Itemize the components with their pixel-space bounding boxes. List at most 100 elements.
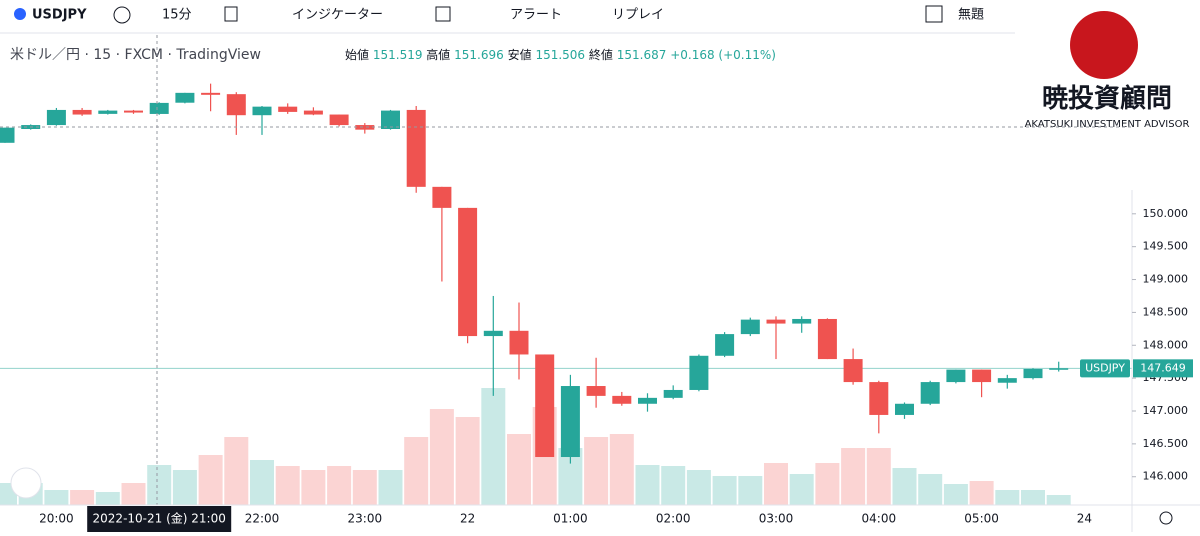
candle-body bbox=[0, 127, 15, 143]
legend-label: 高値 bbox=[426, 47, 450, 62]
volume-bar bbox=[892, 468, 917, 505]
volume-bar bbox=[198, 455, 223, 505]
indicators[interactable]: インジケーター bbox=[292, 8, 383, 23]
candle-body bbox=[46, 109, 66, 126]
candle-body bbox=[98, 110, 118, 114]
legend-label: 終値 bbox=[589, 47, 613, 62]
last-price-name-box bbox=[1080, 359, 1130, 378]
volume-bar bbox=[172, 470, 197, 505]
layout-name[interactable]: 無題 bbox=[958, 8, 984, 23]
candle-body bbox=[458, 207, 478, 337]
candle-body bbox=[663, 389, 683, 398]
volume-bar bbox=[147, 465, 172, 505]
settings-icon[interactable] bbox=[1159, 511, 1173, 525]
add-icon[interactable] bbox=[113, 6, 131, 24]
volume-bar bbox=[866, 448, 891, 505]
plot bbox=[0, 83, 1132, 505]
x-tick-label: 05:00 bbox=[964, 512, 999, 526]
candle-body bbox=[586, 386, 606, 396]
save-icon[interactable] bbox=[925, 5, 943, 23]
x-tick-label: 20:00 bbox=[39, 512, 74, 526]
volume-bar bbox=[378, 470, 403, 505]
candle-body bbox=[72, 109, 92, 115]
candle-body bbox=[843, 359, 863, 383]
y-tick-label: 149.000 bbox=[1143, 273, 1189, 286]
toolbar: USDJPY 15分 インジケーター アラート リプレイ 無題 bbox=[0, 0, 1015, 34]
legend-label: 安値 bbox=[508, 47, 532, 62]
logo-subtitle: AKATSUKI INVESTMENT ADVISOR bbox=[1025, 119, 1190, 130]
volume-bar bbox=[327, 466, 352, 505]
y-tick-label: 150.000 bbox=[1143, 207, 1189, 220]
x-tick-label: 24 bbox=[1077, 512, 1092, 526]
candle-body bbox=[972, 369, 992, 383]
x-tick-label: 22 bbox=[460, 512, 475, 526]
candle-body bbox=[792, 318, 812, 324]
volume-bar bbox=[995, 490, 1020, 505]
last-price-box bbox=[1133, 359, 1193, 378]
volume-bar bbox=[70, 490, 95, 505]
candle-body bbox=[946, 369, 966, 383]
legend-value: 151.506 bbox=[535, 48, 585, 62]
volume-bar bbox=[609, 434, 634, 505]
candle-body bbox=[406, 109, 426, 187]
symbol[interactable]: USDJPY bbox=[32, 8, 87, 23]
candle-body bbox=[303, 110, 323, 115]
logo-name: 暁投資顧問 bbox=[1042, 83, 1172, 114]
volume-bar bbox=[712, 476, 737, 505]
tv-logo[interactable] bbox=[10, 467, 42, 499]
candle-body bbox=[1049, 368, 1069, 370]
candle-body bbox=[278, 106, 298, 112]
volume-bar bbox=[455, 417, 480, 505]
layout-icon[interactable] bbox=[435, 6, 451, 22]
candle-body bbox=[124, 110, 143, 113]
candle-body bbox=[766, 319, 786, 324]
volume-bar bbox=[95, 492, 120, 505]
candle-body bbox=[149, 102, 169, 114]
y-tick-label: 148.000 bbox=[1143, 338, 1189, 351]
candle-body bbox=[175, 92, 195, 103]
candle-body bbox=[201, 92, 221, 95]
volume-bar bbox=[918, 474, 943, 505]
volume-bar bbox=[969, 481, 994, 505]
candle-body bbox=[612, 395, 632, 404]
volume-bar bbox=[224, 437, 249, 505]
symbol-icon bbox=[14, 8, 26, 20]
volume-bar bbox=[789, 474, 814, 505]
replay[interactable]: リプレイ bbox=[612, 8, 664, 23]
volume-bar bbox=[841, 448, 866, 505]
crosshair-time-label: 2022-10-21 (金) 21:00 bbox=[93, 511, 226, 526]
candle-body bbox=[869, 382, 889, 415]
volume-bar bbox=[352, 470, 377, 505]
interval[interactable]: 15分 bbox=[162, 8, 192, 23]
y-tick-label: 147.000 bbox=[1143, 404, 1189, 417]
volume-bar bbox=[584, 437, 609, 505]
x-tick-label: 22:00 bbox=[245, 512, 280, 526]
candle-body bbox=[560, 386, 580, 458]
candle-body bbox=[715, 334, 735, 356]
logo-sun bbox=[1070, 11, 1138, 79]
candle-body bbox=[355, 125, 375, 130]
chart-type-icon[interactable] bbox=[224, 6, 238, 22]
candle-body bbox=[252, 106, 272, 116]
legend-label: 始値 bbox=[345, 47, 369, 62]
volume-bar bbox=[301, 470, 326, 505]
candle-body bbox=[638, 397, 657, 404]
y-tick-label: 146.000 bbox=[1143, 470, 1189, 483]
candle-body bbox=[817, 318, 837, 360]
alert[interactable]: アラート bbox=[510, 8, 562, 23]
candle-body bbox=[895, 403, 914, 415]
y-tick-label: 146.500 bbox=[1143, 437, 1189, 450]
volume-bar bbox=[429, 409, 454, 505]
candle-body bbox=[432, 186, 452, 208]
candle-body bbox=[483, 330, 503, 337]
legend-ohlc: 始値 151.519 高値 151.696 安値 151.506 終値 151.… bbox=[345, 47, 776, 62]
volume-bar bbox=[44, 490, 69, 505]
last-price-label: 147.649 bbox=[1140, 361, 1186, 374]
volume-bar bbox=[1021, 490, 1045, 505]
volume-bar bbox=[507, 434, 531, 505]
legend-value: 151.519 bbox=[373, 48, 423, 62]
volume-bar bbox=[275, 466, 300, 505]
